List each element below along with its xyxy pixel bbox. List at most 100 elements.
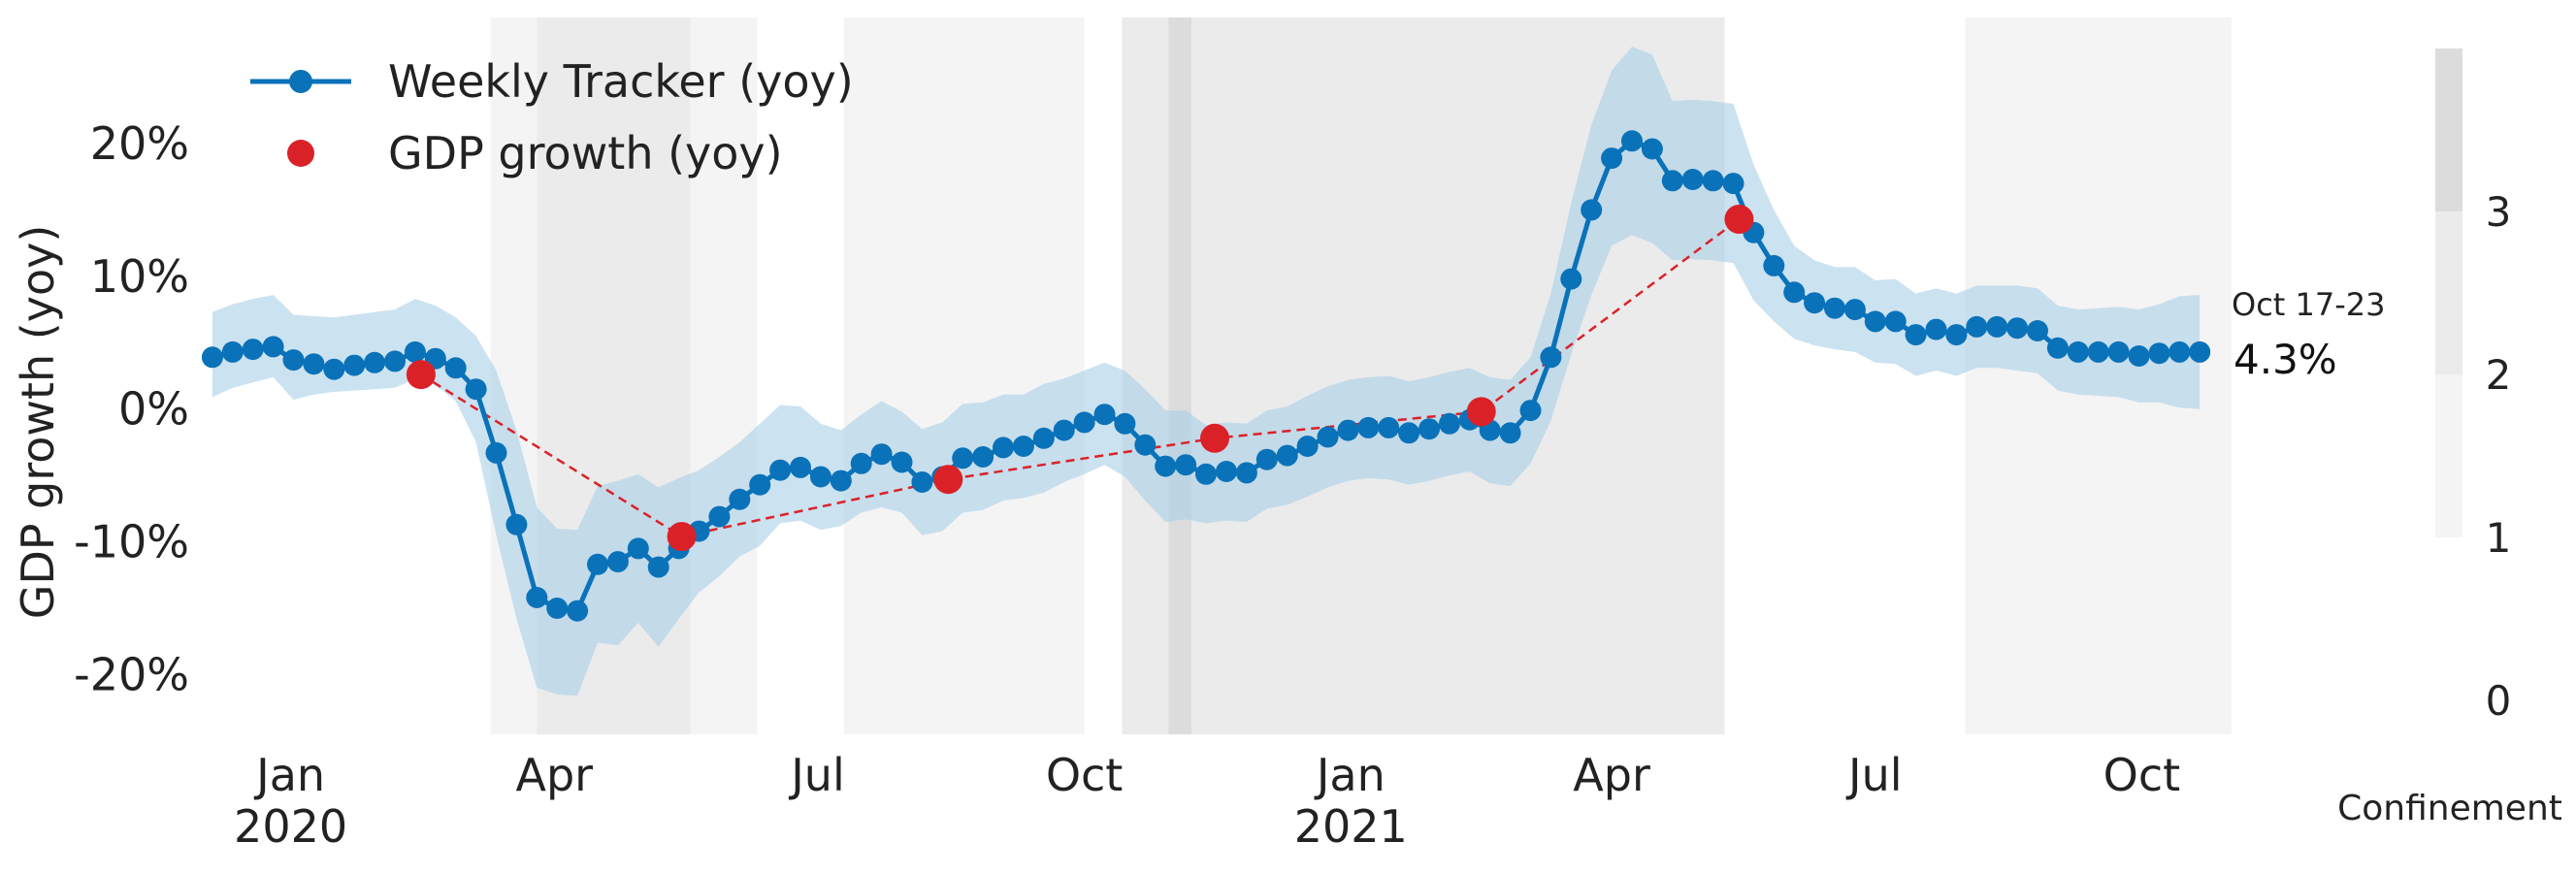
gdp-point bbox=[1466, 397, 1496, 427]
tracker-point bbox=[2006, 317, 2029, 340]
tracker-point bbox=[1499, 422, 1521, 444]
colorbar-tick-label: 0 bbox=[2486, 677, 2512, 725]
tracker-point bbox=[1824, 297, 1845, 319]
confinement-period-2 bbox=[690, 17, 758, 734]
tracker-point bbox=[526, 587, 548, 608]
tracker-point bbox=[952, 447, 974, 469]
colorbar-label: Confinement bbox=[2337, 789, 2562, 828]
tracker-point bbox=[1661, 170, 1683, 192]
tracker-point bbox=[2067, 340, 2089, 363]
tracker-point bbox=[830, 469, 852, 492]
legend: Weekly Tracker (yoy) GDP growth (yoy) bbox=[250, 55, 854, 179]
tracker-point bbox=[1032, 427, 1055, 449]
gdp-connector bbox=[420, 217, 1741, 538]
colorbar-tick-label: 3 bbox=[2486, 188, 2512, 236]
legend-tracker-marker bbox=[289, 70, 312, 93]
tracker-point bbox=[1317, 426, 1339, 448]
tracker-point bbox=[2128, 345, 2150, 367]
tracker-point bbox=[1276, 444, 1298, 467]
tracker-point bbox=[1175, 454, 1197, 476]
colorbar-segment-1 bbox=[2435, 374, 2462, 537]
annotation-value: 4.3% bbox=[2234, 336, 2337, 383]
tracker-point bbox=[1255, 448, 1278, 470]
tracker-point bbox=[1641, 138, 1663, 160]
x-tick-label: Apr bbox=[1573, 749, 1650, 801]
tracker-point bbox=[627, 537, 649, 560]
legend-gdp-label: GDP growth (yoy) bbox=[388, 127, 783, 179]
x-tick-label: Oct bbox=[1046, 749, 1124, 801]
legend-gdp-marker bbox=[287, 140, 314, 167]
x-tick-year-label: 2021 bbox=[1294, 800, 1408, 853]
tracker-point bbox=[242, 339, 264, 361]
tracker-point bbox=[1763, 254, 1785, 276]
gdp-point bbox=[1200, 423, 1229, 453]
tracker-point bbox=[1966, 315, 1988, 338]
tracker-point bbox=[708, 505, 731, 528]
tracker-point bbox=[729, 488, 751, 510]
gdp-point bbox=[406, 360, 436, 390]
colorbar-segment-3 bbox=[2435, 49, 2462, 211]
tracker-point bbox=[1155, 455, 1177, 477]
tracker-point bbox=[1925, 318, 1947, 340]
tracker-point bbox=[2087, 340, 2109, 363]
tracker-point bbox=[587, 553, 608, 575]
tracker-point bbox=[870, 443, 893, 466]
y-tick-label: 10% bbox=[90, 250, 189, 303]
tracker-point bbox=[1945, 324, 1968, 346]
tracker-point bbox=[1438, 412, 1460, 435]
tracker-point bbox=[404, 340, 426, 363]
tracker-point bbox=[2189, 340, 2211, 363]
tracker-point bbox=[2148, 342, 2170, 365]
tracker-point bbox=[505, 513, 528, 535]
tracker-point bbox=[303, 353, 325, 375]
tracker-point bbox=[1357, 416, 1380, 438]
gdp-point bbox=[933, 465, 963, 495]
tracker-point bbox=[1681, 169, 1704, 190]
tracker-point bbox=[221, 340, 244, 363]
x-tick-year-label: 2020 bbox=[234, 800, 347, 853]
tracker-point bbox=[647, 556, 669, 578]
tracker-point bbox=[262, 336, 284, 358]
tracker-point bbox=[1073, 411, 1095, 434]
tracker-point bbox=[282, 349, 305, 372]
y-tick-label: 20% bbox=[90, 117, 189, 170]
tracker-point bbox=[1722, 173, 1745, 195]
tracker-point bbox=[1702, 170, 1724, 192]
x-tick-label: Jul bbox=[1845, 749, 1903, 801]
confinement-period-5 bbox=[1168, 17, 1192, 734]
tracker-point bbox=[444, 357, 467, 379]
colorbar-segment-2 bbox=[2435, 211, 2462, 374]
tracker-point bbox=[1783, 281, 1806, 304]
colorbar-tick-label: 1 bbox=[2486, 514, 2512, 562]
tracker-point bbox=[1581, 199, 1603, 221]
tracker-point bbox=[1884, 310, 1907, 333]
tracker-point bbox=[809, 466, 831, 488]
tracker-point bbox=[2046, 337, 2069, 359]
tracker-point bbox=[1601, 147, 1623, 170]
x-tick-label: Jan bbox=[1314, 749, 1386, 801]
confinement-shading bbox=[490, 17, 2232, 734]
tracker-point bbox=[1519, 400, 1542, 422]
tracker-point bbox=[1114, 412, 1136, 435]
tracker-point bbox=[1195, 463, 1217, 485]
tracker-point bbox=[1337, 419, 1359, 441]
x-tick-label: Oct bbox=[2103, 749, 2181, 801]
tracker-point bbox=[1418, 418, 1440, 440]
tracker-point bbox=[769, 459, 792, 481]
tracker-point bbox=[567, 599, 589, 622]
tracker-point bbox=[2168, 340, 2191, 363]
x-tick-label: Apr bbox=[516, 749, 594, 801]
tracker-point bbox=[364, 351, 386, 373]
tracker-point bbox=[1398, 422, 1420, 444]
y-tick-label: 0% bbox=[118, 383, 189, 436]
tracker-point bbox=[343, 354, 366, 376]
tracker-point bbox=[1093, 404, 1116, 426]
tracker-point bbox=[606, 551, 629, 573]
tracker-point bbox=[1296, 436, 1319, 457]
y-tick-label: -20% bbox=[74, 648, 189, 700]
x-tick-label: Jan bbox=[253, 749, 325, 801]
tracker-point bbox=[790, 456, 811, 478]
legend-tracker-label: Weekly Tracker (yoy) bbox=[388, 55, 854, 108]
